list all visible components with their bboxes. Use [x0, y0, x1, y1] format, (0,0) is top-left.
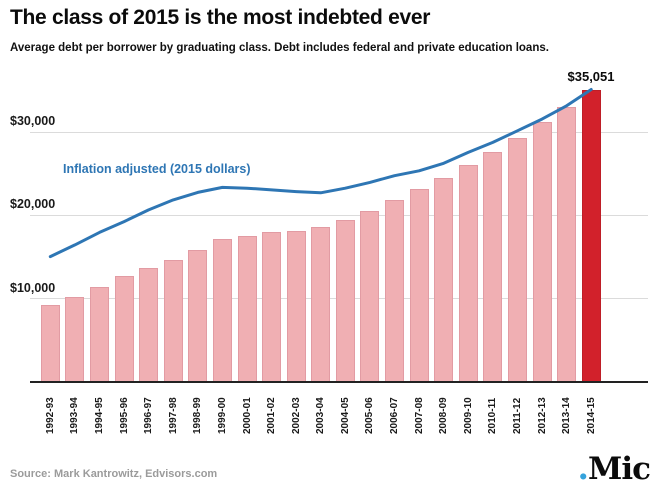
bar-1993-94: [65, 296, 85, 382]
x-axis-tick-label: 2004-05: [339, 397, 351, 434]
line-series-label: Inflation adjusted (2015 dollars): [63, 162, 251, 176]
x-axis-tick-label: 2001-02: [266, 397, 278, 434]
x-axis-tick-label: 2002-03: [290, 397, 302, 434]
bar-2003-04: [311, 227, 331, 382]
x-axis-tick-label: 2010-11: [487, 397, 499, 434]
bar-2010-11: [483, 152, 503, 382]
x-axis-tick-label: 2011-12: [511, 397, 523, 434]
bar-1992-93: [40, 304, 60, 382]
x-axis-tick-label: 1992-93: [44, 397, 56, 434]
mic-logo-text: Mic: [588, 451, 651, 487]
x-axis-tick-label: 2005-06: [364, 397, 376, 434]
chart-subtitle: Average debt per borrower by graduating …: [10, 42, 549, 54]
bar-1998-99: [188, 249, 208, 382]
peak-value-annotation: $35,051: [567, 69, 615, 84]
x-axis-tick-label: 1993-94: [69, 397, 81, 434]
x-axis-tick-label: 1994-95: [94, 397, 105, 434]
source-credit: Source: Mark Kantrowitz, Edvisors.com: [10, 468, 218, 480]
bar-2006-07: [385, 199, 404, 382]
x-axis-tick-label: 2014-15: [585, 397, 597, 434]
bar-1995-96: [114, 275, 134, 382]
bar-2011-12: [507, 138, 527, 382]
x-axis-tick-label: 2013-14: [561, 397, 573, 434]
x-axis-tick-label: 1998-99: [192, 397, 204, 434]
bar-2009-10: [458, 164, 478, 382]
bar-2000-01: [237, 235, 257, 382]
y-axis-tick-label: $10,000: [10, 280, 56, 295]
x-axis-tick-label: 2012-13: [536, 397, 548, 434]
mic-logo-dot: .: [577, 448, 589, 487]
gridline-30000: [30, 131, 648, 133]
bar-2013-14: [557, 106, 577, 382]
bar-2012-13: [532, 122, 552, 382]
bar-1996-97: [139, 268, 159, 382]
x-axis-tick-label: 1999-00: [216, 397, 228, 434]
x-axis-tick-label: 2006-07: [389, 397, 400, 434]
x-axis-tick-label: 1996-97: [143, 397, 155, 434]
bar-1997-98: [163, 259, 183, 382]
y-axis-tick-label: $20,000: [10, 197, 56, 212]
bar-2002-03: [286, 230, 306, 382]
bar-2005-06: [360, 210, 380, 382]
mic-logo: .Mic: [577, 448, 651, 487]
x-axis-tick-label: 2008-09: [438, 397, 450, 434]
bar-1994-95: [90, 286, 109, 382]
x-axis-tick-label: 2000-01: [241, 397, 253, 434]
x-axis-tick-label: 2007-08: [413, 397, 425, 434]
bar-highlighted-2014-15: [581, 89, 601, 382]
x-axis-tick-label: 1997-98: [167, 397, 179, 434]
x-axis-line: [30, 380, 648, 383]
bar-2004-05: [335, 219, 355, 382]
y-axis-tick-label: $30,000: [10, 114, 56, 129]
page-title: The class of 2015 is the most indebted e…: [10, 6, 431, 29]
bar-2007-08: [409, 189, 429, 382]
x-axis-tick-label: 1995-96: [118, 397, 130, 434]
gridline-20000: [30, 214, 648, 216]
bar-2008-09: [434, 178, 454, 382]
bar-1999-00: [212, 239, 232, 382]
x-axis-tick-label: 2009-10: [462, 397, 474, 434]
bar-2001-02: [262, 232, 282, 382]
x-axis-tick-label: 2003-04: [315, 397, 327, 434]
